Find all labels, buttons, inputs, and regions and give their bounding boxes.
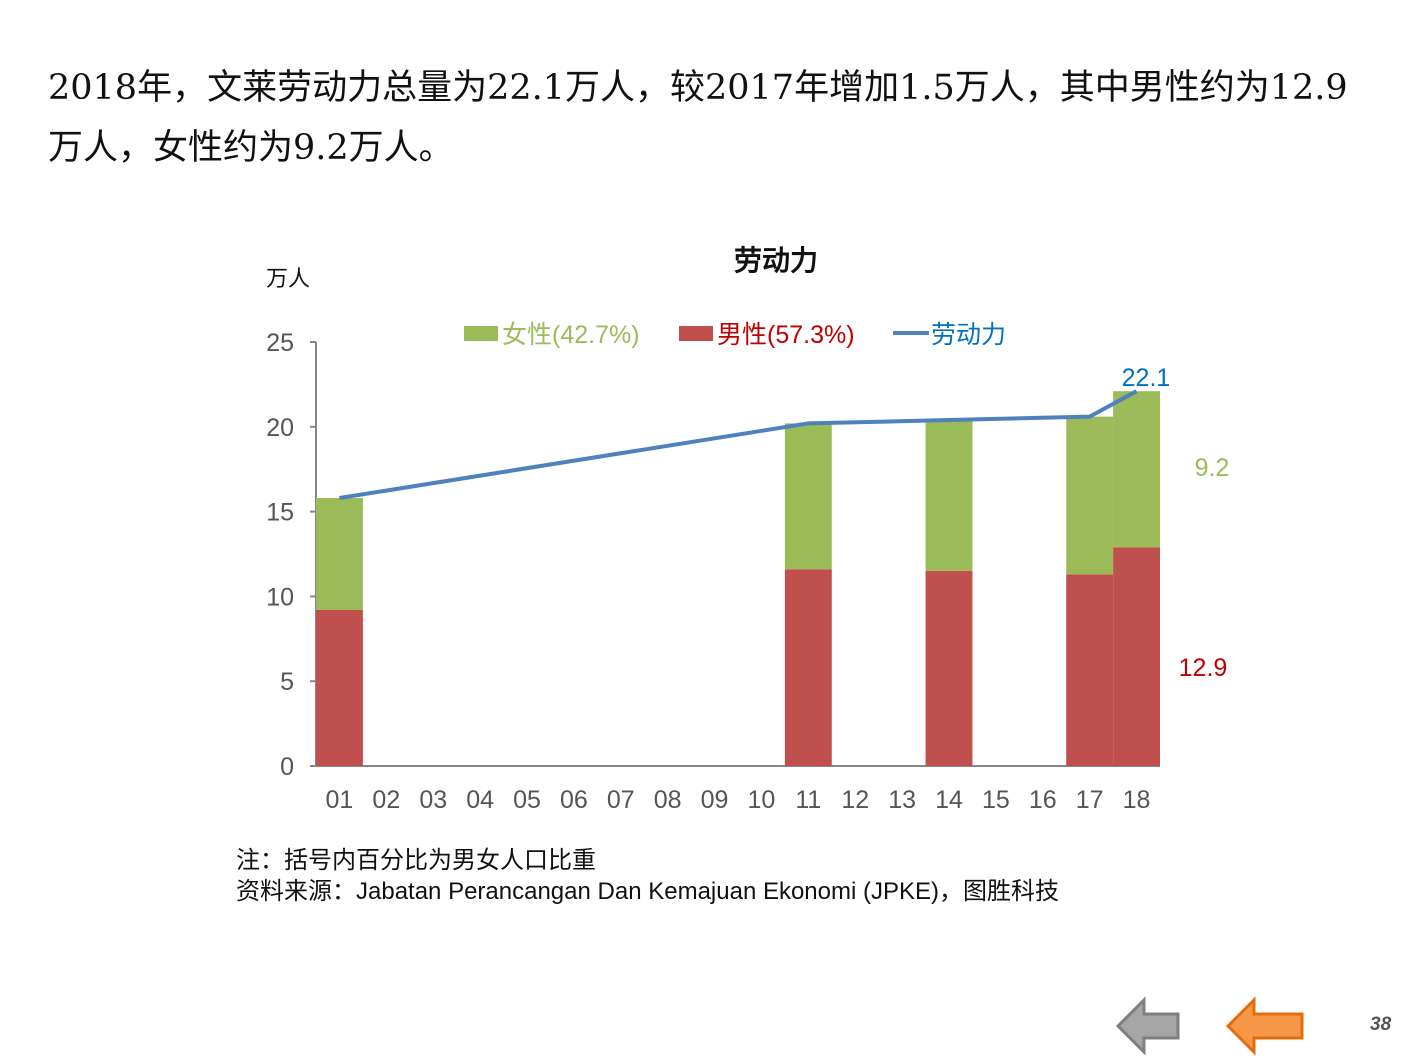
- bar-female: [784, 423, 832, 570]
- data-label-male: 12.9: [1179, 654, 1228, 682]
- y-tick-label: 0: [280, 753, 294, 781]
- x-tick-label: 03: [419, 786, 447, 814]
- x-tick-label: 16: [1029, 786, 1057, 814]
- legend-label: 男性(57.3%): [717, 321, 855, 349]
- chart-title: 劳动力: [734, 244, 818, 277]
- x-tick-label: 12: [841, 786, 869, 814]
- x-tick-label: 10: [748, 786, 776, 814]
- intro-text: 2018年，文莱劳动力总量为22.1万人，较2017年增加1.5万人，其中男性约…: [48, 68, 1348, 168]
- bar-male: [1066, 574, 1114, 766]
- bar-female: [925, 420, 973, 571]
- legend-swatch: [679, 326, 713, 341]
- data-label-female: 9.2: [1195, 454, 1230, 482]
- y-tick-label: 5: [280, 668, 294, 696]
- bar-female: [316, 498, 363, 610]
- page-number: 38: [1370, 1014, 1392, 1035]
- y-tick-label: 10: [266, 583, 294, 611]
- x-tick-label: 13: [888, 786, 916, 814]
- x-tick-label: 05: [513, 786, 541, 814]
- bar-male: [1113, 547, 1160, 766]
- labor-force-line: [339, 389, 1138, 501]
- x-tick-label: 15: [982, 786, 1010, 814]
- x-tick-label: 01: [326, 786, 354, 814]
- legend-label: 女性(42.7%): [502, 321, 640, 349]
- data-label-total: 22.1: [1122, 364, 1171, 392]
- x-tick-label: 09: [701, 786, 729, 814]
- bar-male: [925, 570, 973, 766]
- y-tick-label: 15: [266, 499, 294, 527]
- x-tick-label: 17: [1076, 786, 1104, 814]
- x-tick-label: 06: [560, 786, 588, 814]
- bar-male: [316, 609, 363, 766]
- x-tick-label: 02: [372, 786, 400, 814]
- x-tick-label: 18: [1123, 786, 1151, 814]
- prev-arrow-icon[interactable]: [1114, 996, 1182, 1056]
- y-tick-label: 25: [266, 329, 294, 357]
- x-tick-label: 11: [795, 786, 821, 814]
- x-tick-label: 08: [654, 786, 682, 814]
- back-arrow-icon[interactable]: [1224, 996, 1306, 1056]
- bar-female: [1066, 416, 1114, 575]
- chart-source: 资料来源：Jabatan Perancangan Dan Kemajuan Ek…: [236, 878, 1060, 905]
- y-axis-label: 万人: [266, 267, 310, 292]
- x-tick-label: 07: [607, 786, 635, 814]
- legend-swatch: [464, 326, 498, 341]
- bar-female: [1113, 391, 1160, 548]
- bar-male: [784, 569, 832, 766]
- x-tick-label: 04: [466, 786, 494, 814]
- x-tick-label: 14: [935, 786, 963, 814]
- legend-label: 劳动力: [931, 321, 1006, 349]
- chart-note: 注：括号内百分比为男女人口比重: [236, 847, 596, 874]
- y-tick-label: 20: [266, 414, 294, 442]
